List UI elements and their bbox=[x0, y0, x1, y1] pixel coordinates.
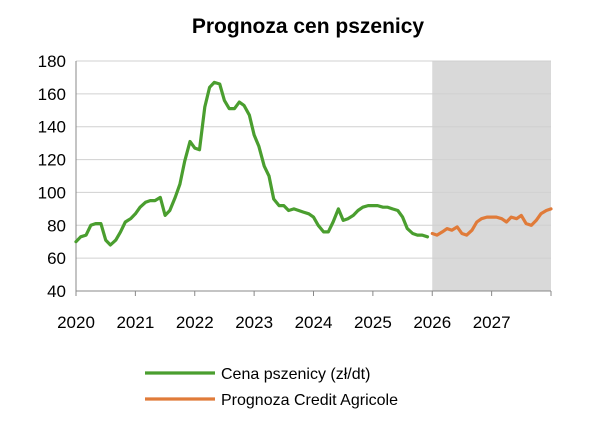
x-tick-label: 2025 bbox=[354, 313, 392, 332]
y-tick-label: 60 bbox=[47, 249, 66, 268]
x-tick-label: 2020 bbox=[57, 313, 95, 332]
series-line-forecast bbox=[430, 207, 553, 237]
y-tick-label: 140 bbox=[38, 118, 66, 137]
y-tick-label: 180 bbox=[38, 52, 66, 71]
y-tick-label: 40 bbox=[47, 282, 66, 301]
y-tick-label: 120 bbox=[38, 151, 66, 170]
forecast-shaded-region bbox=[432, 61, 551, 291]
legend-label: Prognoza Credit Agricole bbox=[221, 392, 398, 409]
x-tick-label: 2022 bbox=[176, 313, 214, 332]
x-tick-label: 2024 bbox=[295, 313, 333, 332]
legend-label: Cena pszenicy (zł/dt) bbox=[221, 366, 370, 383]
legend: Cena pszenicy (zł/dt) Prognoza Credit Agr… bbox=[145, 366, 398, 409]
x-tick-label: 2023 bbox=[235, 313, 273, 332]
y-tick-label: 80 bbox=[47, 216, 66, 235]
series-line-price bbox=[74, 80, 430, 247]
y-tick-label: 160 bbox=[38, 85, 66, 104]
x-tick-label: 2027 bbox=[473, 313, 511, 332]
x-tick-label: 2021 bbox=[116, 313, 154, 332]
x-tick-label: 2026 bbox=[413, 313, 451, 332]
y-tick-label: 100 bbox=[38, 183, 66, 202]
chart-title: Prognoza cen pszenicy bbox=[192, 15, 425, 38]
plot-area: 40 60 80 100 120 140 160 180 2020 2021 2022 2023 202… bbox=[38, 52, 553, 332]
